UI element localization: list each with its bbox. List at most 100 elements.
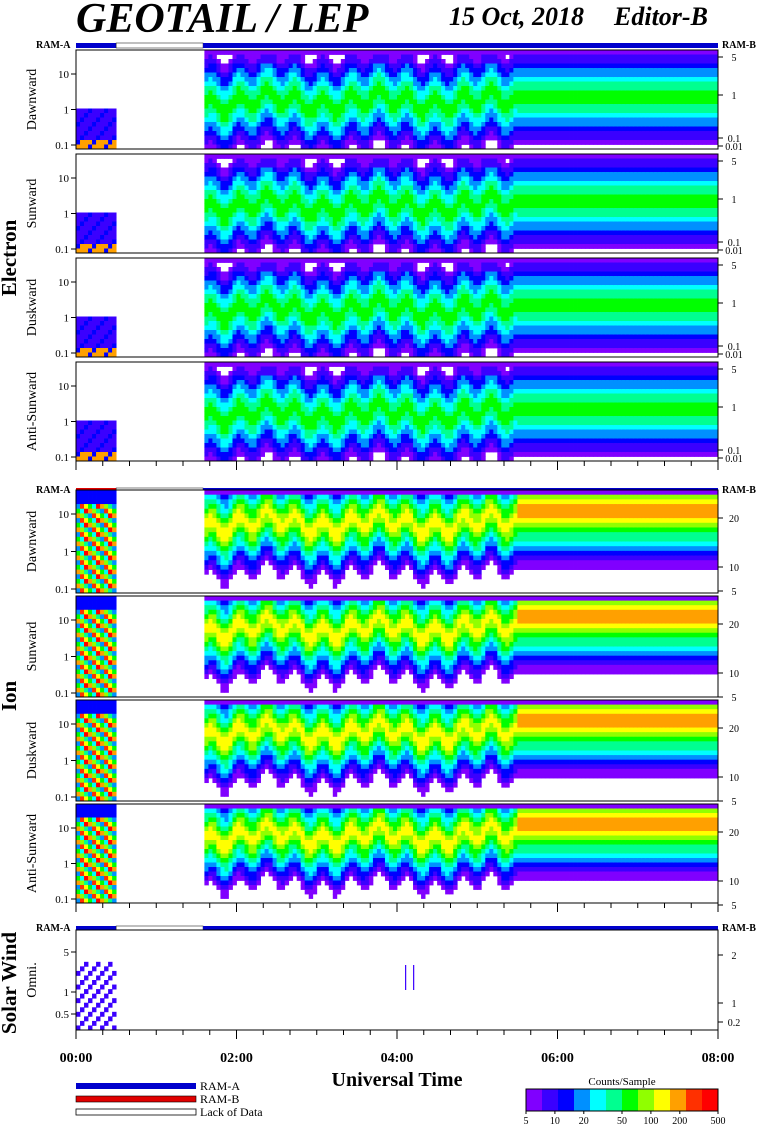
cell [533, 91, 537, 96]
cell [574, 131, 578, 136]
cell [570, 86, 574, 91]
cell [425, 140, 429, 145]
cell [606, 50, 610, 55]
cell [405, 50, 409, 55]
cell [465, 104, 469, 109]
cell [84, 118, 88, 123]
cell [646, 50, 650, 55]
cell [393, 95, 397, 100]
cell [389, 136, 393, 141]
cell [509, 127, 513, 132]
cell [265, 73, 269, 78]
cell [654, 59, 658, 64]
cell [461, 109, 465, 114]
cell [481, 140, 485, 145]
cell [497, 55, 501, 60]
cell [465, 64, 469, 69]
cell [654, 68, 658, 73]
cell [224, 136, 228, 141]
cell [293, 100, 297, 105]
cell [509, 73, 513, 78]
cell [277, 77, 281, 82]
cell [485, 50, 489, 55]
cell [634, 59, 638, 64]
cell [249, 118, 253, 123]
cell [80, 122, 84, 127]
cell [501, 59, 505, 64]
cell [220, 73, 224, 78]
cell [437, 136, 441, 141]
cell [261, 50, 265, 55]
cell [469, 109, 473, 114]
cell [309, 73, 313, 78]
cell [249, 86, 253, 91]
cell [481, 122, 485, 127]
cell [630, 82, 634, 87]
cell [337, 127, 341, 132]
cell [586, 86, 590, 91]
cell [602, 77, 606, 82]
cell [481, 100, 485, 105]
cell [377, 109, 381, 114]
cell [586, 64, 590, 69]
cell [586, 136, 590, 141]
cell [582, 86, 586, 91]
cell [325, 118, 329, 123]
cell [549, 136, 553, 141]
cell [329, 50, 333, 55]
cell [321, 55, 325, 60]
cell [509, 104, 513, 109]
cell [638, 50, 642, 55]
cell [257, 104, 261, 109]
cell [566, 122, 570, 127]
cell [429, 82, 433, 87]
cell [224, 140, 228, 145]
cell [429, 68, 433, 73]
cell [566, 82, 570, 87]
cell [445, 82, 449, 87]
cell [445, 86, 449, 91]
cell [281, 68, 285, 73]
cell [646, 55, 650, 60]
cell [590, 140, 594, 145]
cell [361, 68, 365, 73]
cell [477, 113, 481, 118]
cell [293, 86, 297, 91]
cell [445, 91, 449, 96]
cell [517, 68, 521, 73]
cell [261, 55, 265, 60]
cell [237, 122, 241, 127]
cell [381, 68, 385, 73]
cell [638, 100, 642, 105]
cell [253, 55, 257, 60]
cell [301, 64, 305, 69]
cell [461, 91, 465, 96]
cell [357, 50, 361, 55]
cell [329, 100, 333, 105]
cell [485, 91, 489, 96]
cell [297, 59, 301, 64]
cell [501, 136, 505, 141]
cell [562, 82, 566, 87]
cell [112, 122, 116, 127]
cell [445, 140, 449, 145]
cell [582, 118, 586, 123]
cell [602, 118, 606, 123]
cell [429, 64, 433, 69]
cell [521, 55, 525, 60]
cell [325, 136, 329, 141]
cell [216, 64, 220, 69]
cell [634, 127, 638, 132]
cell [505, 86, 509, 91]
cell [606, 59, 610, 64]
cell [212, 122, 216, 127]
cell [517, 86, 521, 91]
cell [602, 122, 606, 127]
cell [249, 50, 253, 55]
cell [220, 95, 224, 100]
cell [626, 127, 630, 132]
cell [389, 109, 393, 114]
cell [309, 91, 313, 96]
cell [84, 140, 88, 145]
cell [646, 104, 650, 109]
